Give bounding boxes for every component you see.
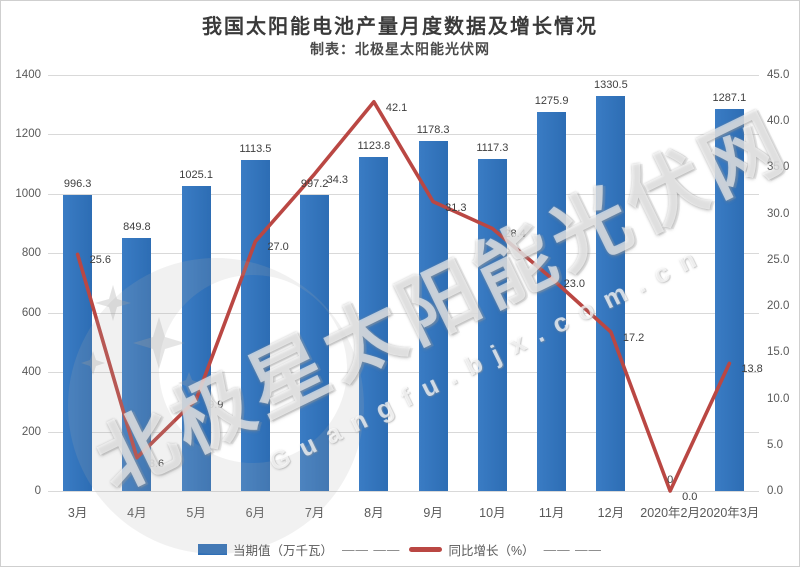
y-axis-tick-left: 200 [21,425,41,438]
x-axis-label: 10月 [479,506,506,520]
gridline [48,431,759,433]
y-axis-tick-right: 0.0 [767,485,783,497]
x-axis-label: 2020年2月 [640,506,701,520]
legend-item: —— —— [342,543,400,557]
line-value-label: 27.0 [267,241,289,254]
y-axis-tick-right: 15.0 [767,346,790,359]
bar [122,238,152,491]
bar-value-label: 1330.5 [594,78,628,91]
bar [537,111,567,491]
gridline [48,253,759,255]
x-axis-label: 7月 [304,506,325,520]
bar [181,186,211,491]
y-axis-tick-right: 20.0 [767,300,790,313]
y-axis-tick-right: 5.0 [767,438,783,451]
y-axis-tick-right: 40.0 [767,115,790,128]
x-axis-label: 11月 [538,506,565,520]
line-value-label: 3.6 [148,457,165,470]
gridline [48,372,759,374]
bar [240,160,270,491]
bar [63,194,93,491]
legend-label: —— —— [543,542,603,557]
legend-item: 当期值（万千瓦） [197,540,333,559]
legend-label: 当期值（万千瓦） [232,544,333,558]
bar [714,108,744,491]
legend-label: 同比增长（%） [448,544,535,558]
x-axis-label: 5月 [186,506,206,520]
bar [418,140,448,491]
y-axis-tick-right: 35.0 [767,161,790,174]
gridline [48,491,759,492]
chart-title: 我国太阳能电池产量月度数据及增长情况 [202,16,598,38]
legend: 当期值（万千瓦） —— —— 同比增长（%） —— —— [1,540,799,559]
x-axis-label: 12月 [597,506,625,520]
legend-label: —— —— [341,542,401,557]
line-value-label: 9.9 [208,399,224,412]
line-value-label: 13.8 [741,363,763,376]
y-axis-tick-right: 25.0 [767,253,790,266]
y-axis-tick-right: 45.0 [767,69,790,81]
line-value-label: 0.0 [682,491,698,503]
y-axis-tick-left: 600 [21,306,41,319]
line-value-label: 17.2 [622,331,645,344]
growth-line [75,100,732,493]
y-axis-tick-right: 30.0 [767,207,790,220]
y-axis-tick-left: 0 [34,485,41,497]
y-axis-tick-left: 800 [21,247,41,260]
gridline [48,75,759,76]
y-axis-tick-left: 1400 [15,69,41,81]
bar-value-label: 1117.3 [476,142,509,154]
bar-value-label: 849.8 [123,221,151,234]
bar-value-label: 1178.3 [416,123,450,136]
legend-item: 同比增长（%） [409,540,535,559]
bar-swatch-icon [197,544,227,555]
gridline [48,312,759,314]
bar-value-label: 997.2 [300,177,329,190]
y-axis-tick-left: 1000 [15,187,41,200]
line-value-label: 31.3 [445,201,467,214]
y-axis-tick-left: 1200 [15,128,41,141]
legend-item: —— —— [544,543,602,557]
line-value-label: 28.4 [504,228,526,241]
bar [596,95,626,491]
x-axis-label: 6月 [245,506,266,520]
x-axis-label: 2020年3月 [699,506,760,520]
line-value-label: 34.3 [326,173,349,186]
bar-value-label: 0 [667,474,674,486]
x-axis-label: 8月 [364,506,384,520]
bar-value-label: 1287.1 [712,91,747,104]
bar-value-label: 996.3 [63,177,92,190]
bar [477,159,507,491]
x-axis-label: 4月 [127,506,147,520]
line-value-label: 42.1 [385,101,408,114]
gridline [48,193,759,195]
y-axis-tick-left: 400 [21,366,41,379]
gridline [48,134,759,136]
line-value-label: 25.6 [89,254,112,267]
x-axis-label: 9月 [423,506,443,520]
bar-value-label: 1275.9 [534,94,569,107]
bar-value-label: 1025.1 [179,169,213,182]
line-swatch-icon [409,547,443,552]
bar [300,194,330,491]
x-axis-label: 3月 [67,506,88,520]
bar-value-label: 1113.5 [239,143,272,156]
bar [359,157,389,491]
chart-subtitle: 制表：北极星太阳能光伏网 [310,43,490,58]
y-axis-tick-right: 10.0 [767,392,790,405]
bar-value-label: 1123.8 [357,140,391,153]
line-value-label: 23.0 [563,278,586,291]
